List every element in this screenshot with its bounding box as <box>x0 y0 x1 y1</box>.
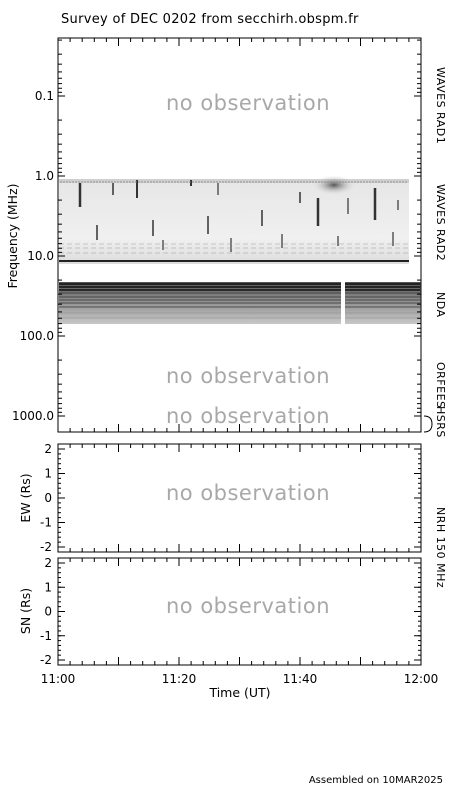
spectrum-y-tick-label: 100.0 <box>20 329 54 343</box>
time-axis-labels: 11:00 11:20 11:40 12:00 <box>41 672 439 686</box>
spectrum-y-tick-label: 1000.0 <box>12 409 54 423</box>
rs-y-tick-label: 2 <box>44 442 52 456</box>
time-tick-label: 11:20 <box>162 672 197 686</box>
rs-y-tick-label: -1 <box>40 516 52 530</box>
instrument-label-hsrs: HSRS <box>434 406 447 438</box>
nda-gap <box>341 281 345 325</box>
sn-x-ticks <box>57 558 422 665</box>
instrument-label-nda: NDA <box>434 292 447 318</box>
orfees-no-observation: no observation <box>166 364 330 388</box>
hsrs-no-observation: no observation <box>166 404 330 428</box>
instrument-label-rad1: WAVES RAD1 <box>434 67 447 144</box>
instrument-label-orfees: ORFEES <box>434 362 447 409</box>
ew-panel: -2 -1 0 1 2 EW (Rs) no observation <box>18 442 422 554</box>
ew-no-observation: no observation <box>166 481 330 505</box>
assembled-footer: Assembled on 10MAR2025 <box>309 775 443 786</box>
spectrum-y-tick-label: 10.0 <box>27 249 54 263</box>
rad2-burst <box>312 175 356 195</box>
spectrum-y-tick-label: 0.1 <box>35 89 54 103</box>
spectrum-y-label: Frequency (MHz) <box>5 183 20 288</box>
spectrum-x-ticks <box>57 38 422 432</box>
rs-y-tick-label: 2 <box>44 556 52 570</box>
sn-panel: -2 -1 0 1 2 SN (Rs) no observation <box>18 556 422 667</box>
x-axis-label: Time (UT) <box>208 685 270 700</box>
rs-y-tick-label: 0 <box>44 491 52 505</box>
nda-spectral-lines <box>59 283 420 319</box>
ew-y-axis: -2 -1 0 1 2 <box>40 442 421 554</box>
sn-y-label: SN (Rs) <box>18 588 33 634</box>
time-tick-label: 11:00 <box>41 672 76 686</box>
time-tick-label: 11:40 <box>283 672 318 686</box>
rad2-bright-band <box>59 179 409 183</box>
spectrum-y-axis: 0.1 1.0 10.0 100.0 1000.0 <box>12 39 421 423</box>
rs-y-tick-label: -2 <box>40 540 52 554</box>
ew-x-ticks <box>57 444 422 552</box>
rad2-burst-streaks <box>59 180 409 254</box>
ew-y-label: EW (Rs) <box>18 473 33 522</box>
nrh-label: NRH 150 MHz <box>434 507 447 588</box>
rs-y-tick-label: 1 <box>44 580 52 594</box>
instrument-label-rad2: WAVES RAD2 <box>434 184 447 261</box>
spectrum-y-tick-label: 1.0 <box>35 169 54 183</box>
rad1-no-observation: no observation <box>166 91 330 115</box>
rs-y-tick-label: -2 <box>40 653 52 667</box>
time-tick-label: 12:00 <box>404 672 439 686</box>
sn-no-observation: no observation <box>166 594 330 618</box>
rs-y-tick-label: 0 <box>44 605 52 619</box>
rs-y-tick-label: -1 <box>40 629 52 643</box>
rad2-dark-line <box>59 260 409 262</box>
hsrs-bracket <box>423 415 433 433</box>
spectrum-panel: no observation no observation no observa… <box>5 37 447 438</box>
rad2-spectrum-data <box>59 180 409 264</box>
figure-title: Survey of DEC 0202 from secchirh.obspm.f… <box>61 12 359 27</box>
rs-y-tick-label: 1 <box>44 467 52 481</box>
